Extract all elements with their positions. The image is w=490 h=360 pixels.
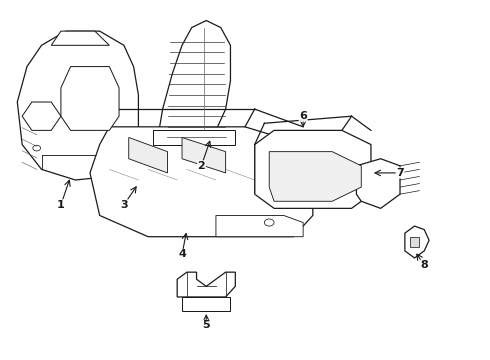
Polygon shape [17, 31, 138, 180]
Polygon shape [22, 102, 61, 130]
Polygon shape [90, 127, 313, 237]
Polygon shape [51, 31, 109, 45]
Text: 4: 4 [178, 249, 186, 260]
Polygon shape [356, 159, 400, 208]
Polygon shape [410, 237, 419, 247]
Text: 6: 6 [299, 111, 307, 121]
Text: 1: 1 [57, 200, 65, 210]
Polygon shape [405, 226, 429, 258]
Polygon shape [182, 297, 230, 311]
Text: 2: 2 [197, 161, 205, 171]
Text: 7: 7 [396, 168, 404, 178]
Polygon shape [134, 166, 163, 191]
Text: 3: 3 [120, 200, 128, 210]
Text: 8: 8 [420, 260, 428, 270]
Polygon shape [153, 130, 235, 145]
Text: 5: 5 [202, 320, 210, 330]
Polygon shape [143, 184, 168, 208]
Polygon shape [255, 130, 371, 208]
Polygon shape [182, 138, 225, 173]
Polygon shape [61, 67, 119, 130]
Polygon shape [269, 152, 361, 201]
Polygon shape [129, 138, 168, 173]
Polygon shape [216, 215, 303, 237]
Polygon shape [177, 272, 235, 297]
Polygon shape [158, 21, 230, 145]
